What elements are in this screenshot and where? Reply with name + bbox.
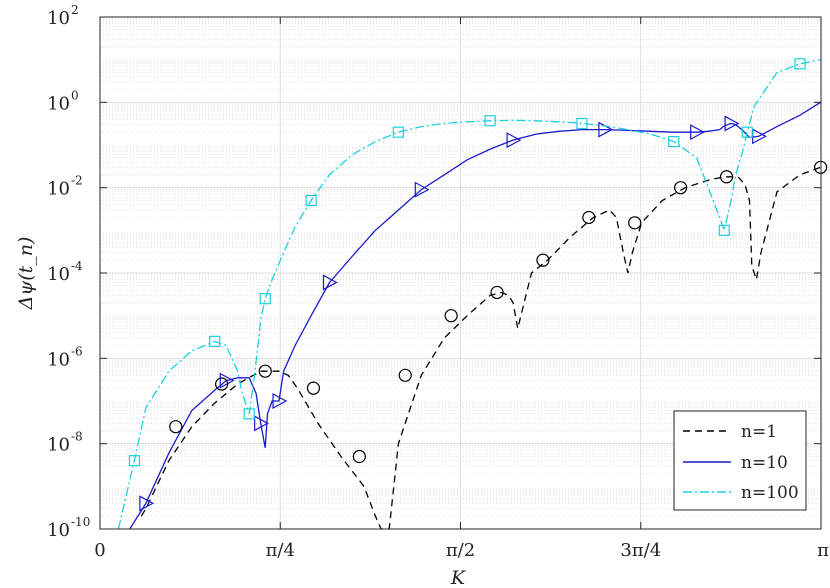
x-tick-label: π — [817, 540, 829, 561]
data-point-n100 — [259, 293, 271, 305]
data-point-n10 — [414, 181, 430, 198]
y-tick-exponent: -10 — [71, 515, 90, 529]
y-tick-exponent: -4 — [71, 259, 83, 273]
legend-label-n100: n=100 — [741, 483, 799, 503]
data-point-n1 — [215, 377, 229, 391]
data-point-n100 — [243, 408, 255, 420]
data-point-n1 — [719, 170, 734, 184]
y-tick-exponent: 2 — [71, 3, 79, 17]
series-line-n10 — [129, 101, 821, 530]
data-point-n100 — [305, 194, 317, 207]
data-point-n1 — [536, 253, 550, 267]
x-tick-label: 3π/4 — [620, 540, 661, 561]
data-point-n100 — [794, 58, 806, 70]
y-axis-label: Δψ(t_n) — [15, 237, 37, 311]
data-point-n1 — [628, 216, 642, 230]
data-point-n1 — [352, 449, 366, 464]
x-tick-label: 0 — [94, 540, 105, 561]
data-point-n10 — [272, 392, 288, 410]
x-axis-label: K — [450, 567, 467, 588]
legend-label-n10: n=10 — [741, 453, 788, 473]
data-point-n100 — [668, 136, 680, 148]
data-point-n10 — [690, 124, 705, 141]
y-tick-exponent: 0 — [71, 88, 79, 102]
data-point-n10 — [219, 372, 235, 389]
data-point-n10 — [254, 415, 269, 432]
data-point-n100 — [128, 455, 141, 467]
data-point-n10 — [506, 132, 522, 149]
y-tick-label: 10 — [47, 8, 70, 29]
data-point-n1 — [444, 309, 458, 323]
data-point-n100 — [484, 115, 496, 127]
data-point-n100 — [392, 126, 404, 138]
series-line-n1 — [140, 166, 821, 530]
data-point-n10 — [139, 495, 155, 512]
data-point-n1 — [674, 181, 688, 195]
y-tick-exponent: -8 — [71, 430, 83, 444]
data-point-n1 — [258, 364, 272, 378]
y-tick-label: 10 — [47, 264, 70, 285]
y-tick-exponent: -6 — [71, 344, 83, 358]
data-point-n1 — [306, 381, 321, 395]
y-tick-label: 10 — [47, 179, 70, 200]
y-tick-label: 10 — [47, 93, 70, 114]
x-tick-label: π/2 — [446, 540, 475, 561]
legend-label-n1: n=1 — [741, 422, 777, 442]
data-point-n1 — [169, 420, 183, 434]
y-tick-label: 10 — [47, 520, 70, 541]
data-point-n100 — [576, 117, 588, 130]
data-point-n100 — [741, 126, 753, 138]
series-layer — [117, 58, 828, 530]
y-tick-label: 10 — [47, 435, 70, 456]
data-point-n10 — [724, 115, 740, 132]
data-point-n100 — [718, 224, 730, 236]
series-line-n100 — [117, 59, 821, 530]
legend: n=1 n=10 n=100 — [673, 410, 807, 511]
data-point-n1 — [582, 210, 596, 225]
data-point-n1 — [398, 368, 412, 382]
y-tick-label: 10 — [47, 349, 70, 370]
legend-box — [673, 410, 807, 511]
data-point-n1 — [490, 285, 504, 300]
data-point-n10 — [322, 274, 338, 291]
y-tick-exponent: -2 — [71, 174, 83, 188]
data-point-n100 — [209, 335, 221, 347]
x-tick-label: π/4 — [266, 540, 295, 561]
